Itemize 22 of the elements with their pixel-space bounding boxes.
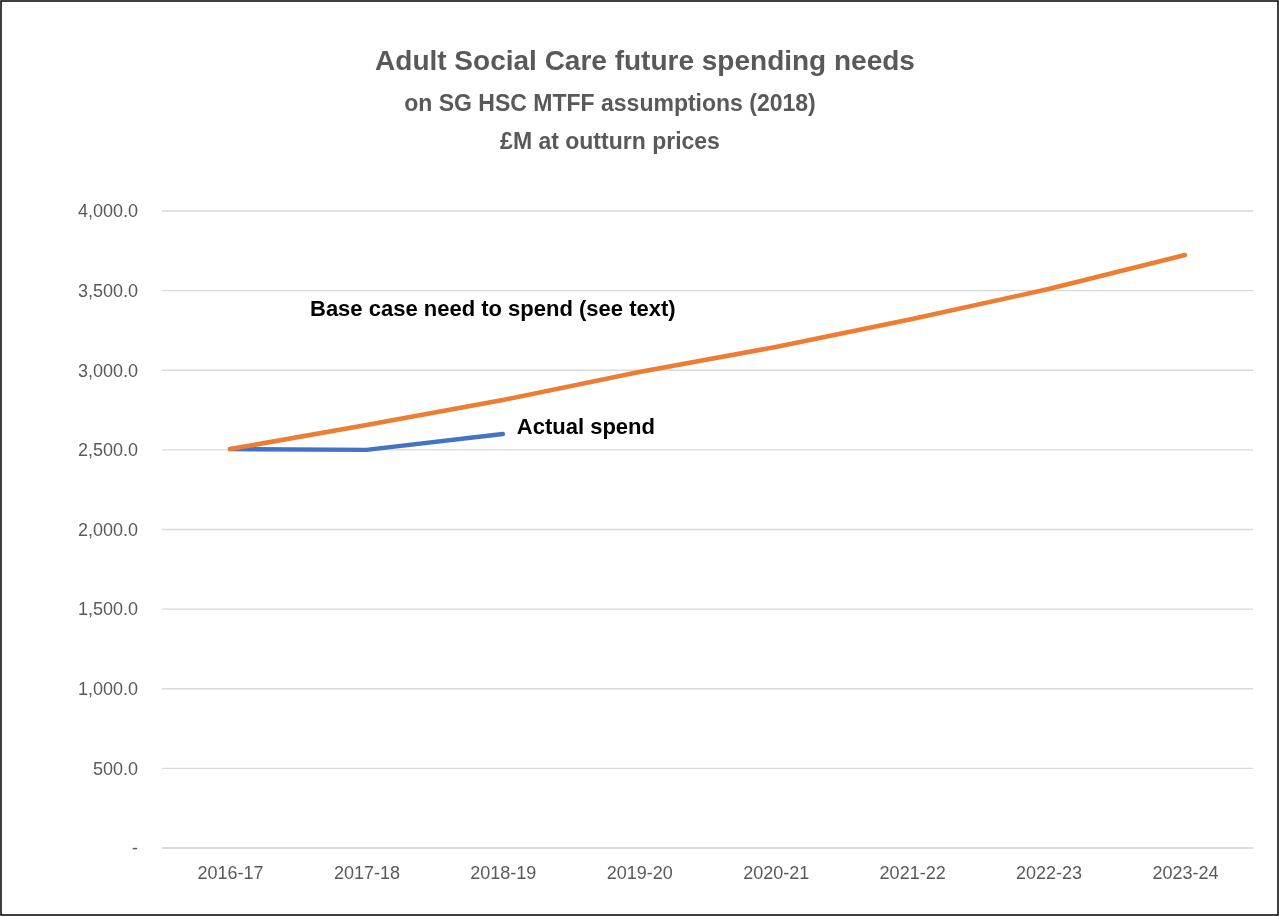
- line-series: [227, 252, 1188, 452]
- y-tick-label: 2,500.0: [77, 440, 138, 461]
- y-tick-label: 3,000.0: [77, 360, 138, 381]
- y-tick-label: 500.0: [92, 758, 138, 779]
- x-tick-label: 2022-23: [1016, 862, 1083, 883]
- y-tick-label: 2,000.0: [77, 519, 138, 540]
- x-tick-label: 2016-17: [197, 862, 264, 883]
- x-tick-label: 2023-24: [1152, 862, 1219, 883]
- x-tick-label: 2021-22: [879, 862, 946, 883]
- x-tick-label: 2017-18: [333, 862, 400, 883]
- y-tick-label: -: [132, 838, 138, 859]
- chart-title: Adult Social Care future spending needs: [375, 45, 915, 76]
- x-tick-label: 2020-21: [743, 862, 810, 883]
- x-tick-label: 2018-19: [470, 862, 537, 883]
- y-tick-label: 1,500.0: [77, 599, 138, 620]
- y-tick-label: 1,000.0: [77, 679, 138, 700]
- chart-subtitle: on SG HSC MTFF assumptions (2018) £M at outturn prices: [404, 90, 816, 154]
- series-label: Actual spend: [516, 413, 655, 439]
- x-tick-label: 2019-20: [606, 862, 673, 883]
- y-tick-label: 3,500.0: [77, 280, 138, 301]
- y-tick-label: 4,000.0: [77, 201, 138, 222]
- series-label: Base case need to spend (see text): [310, 296, 676, 322]
